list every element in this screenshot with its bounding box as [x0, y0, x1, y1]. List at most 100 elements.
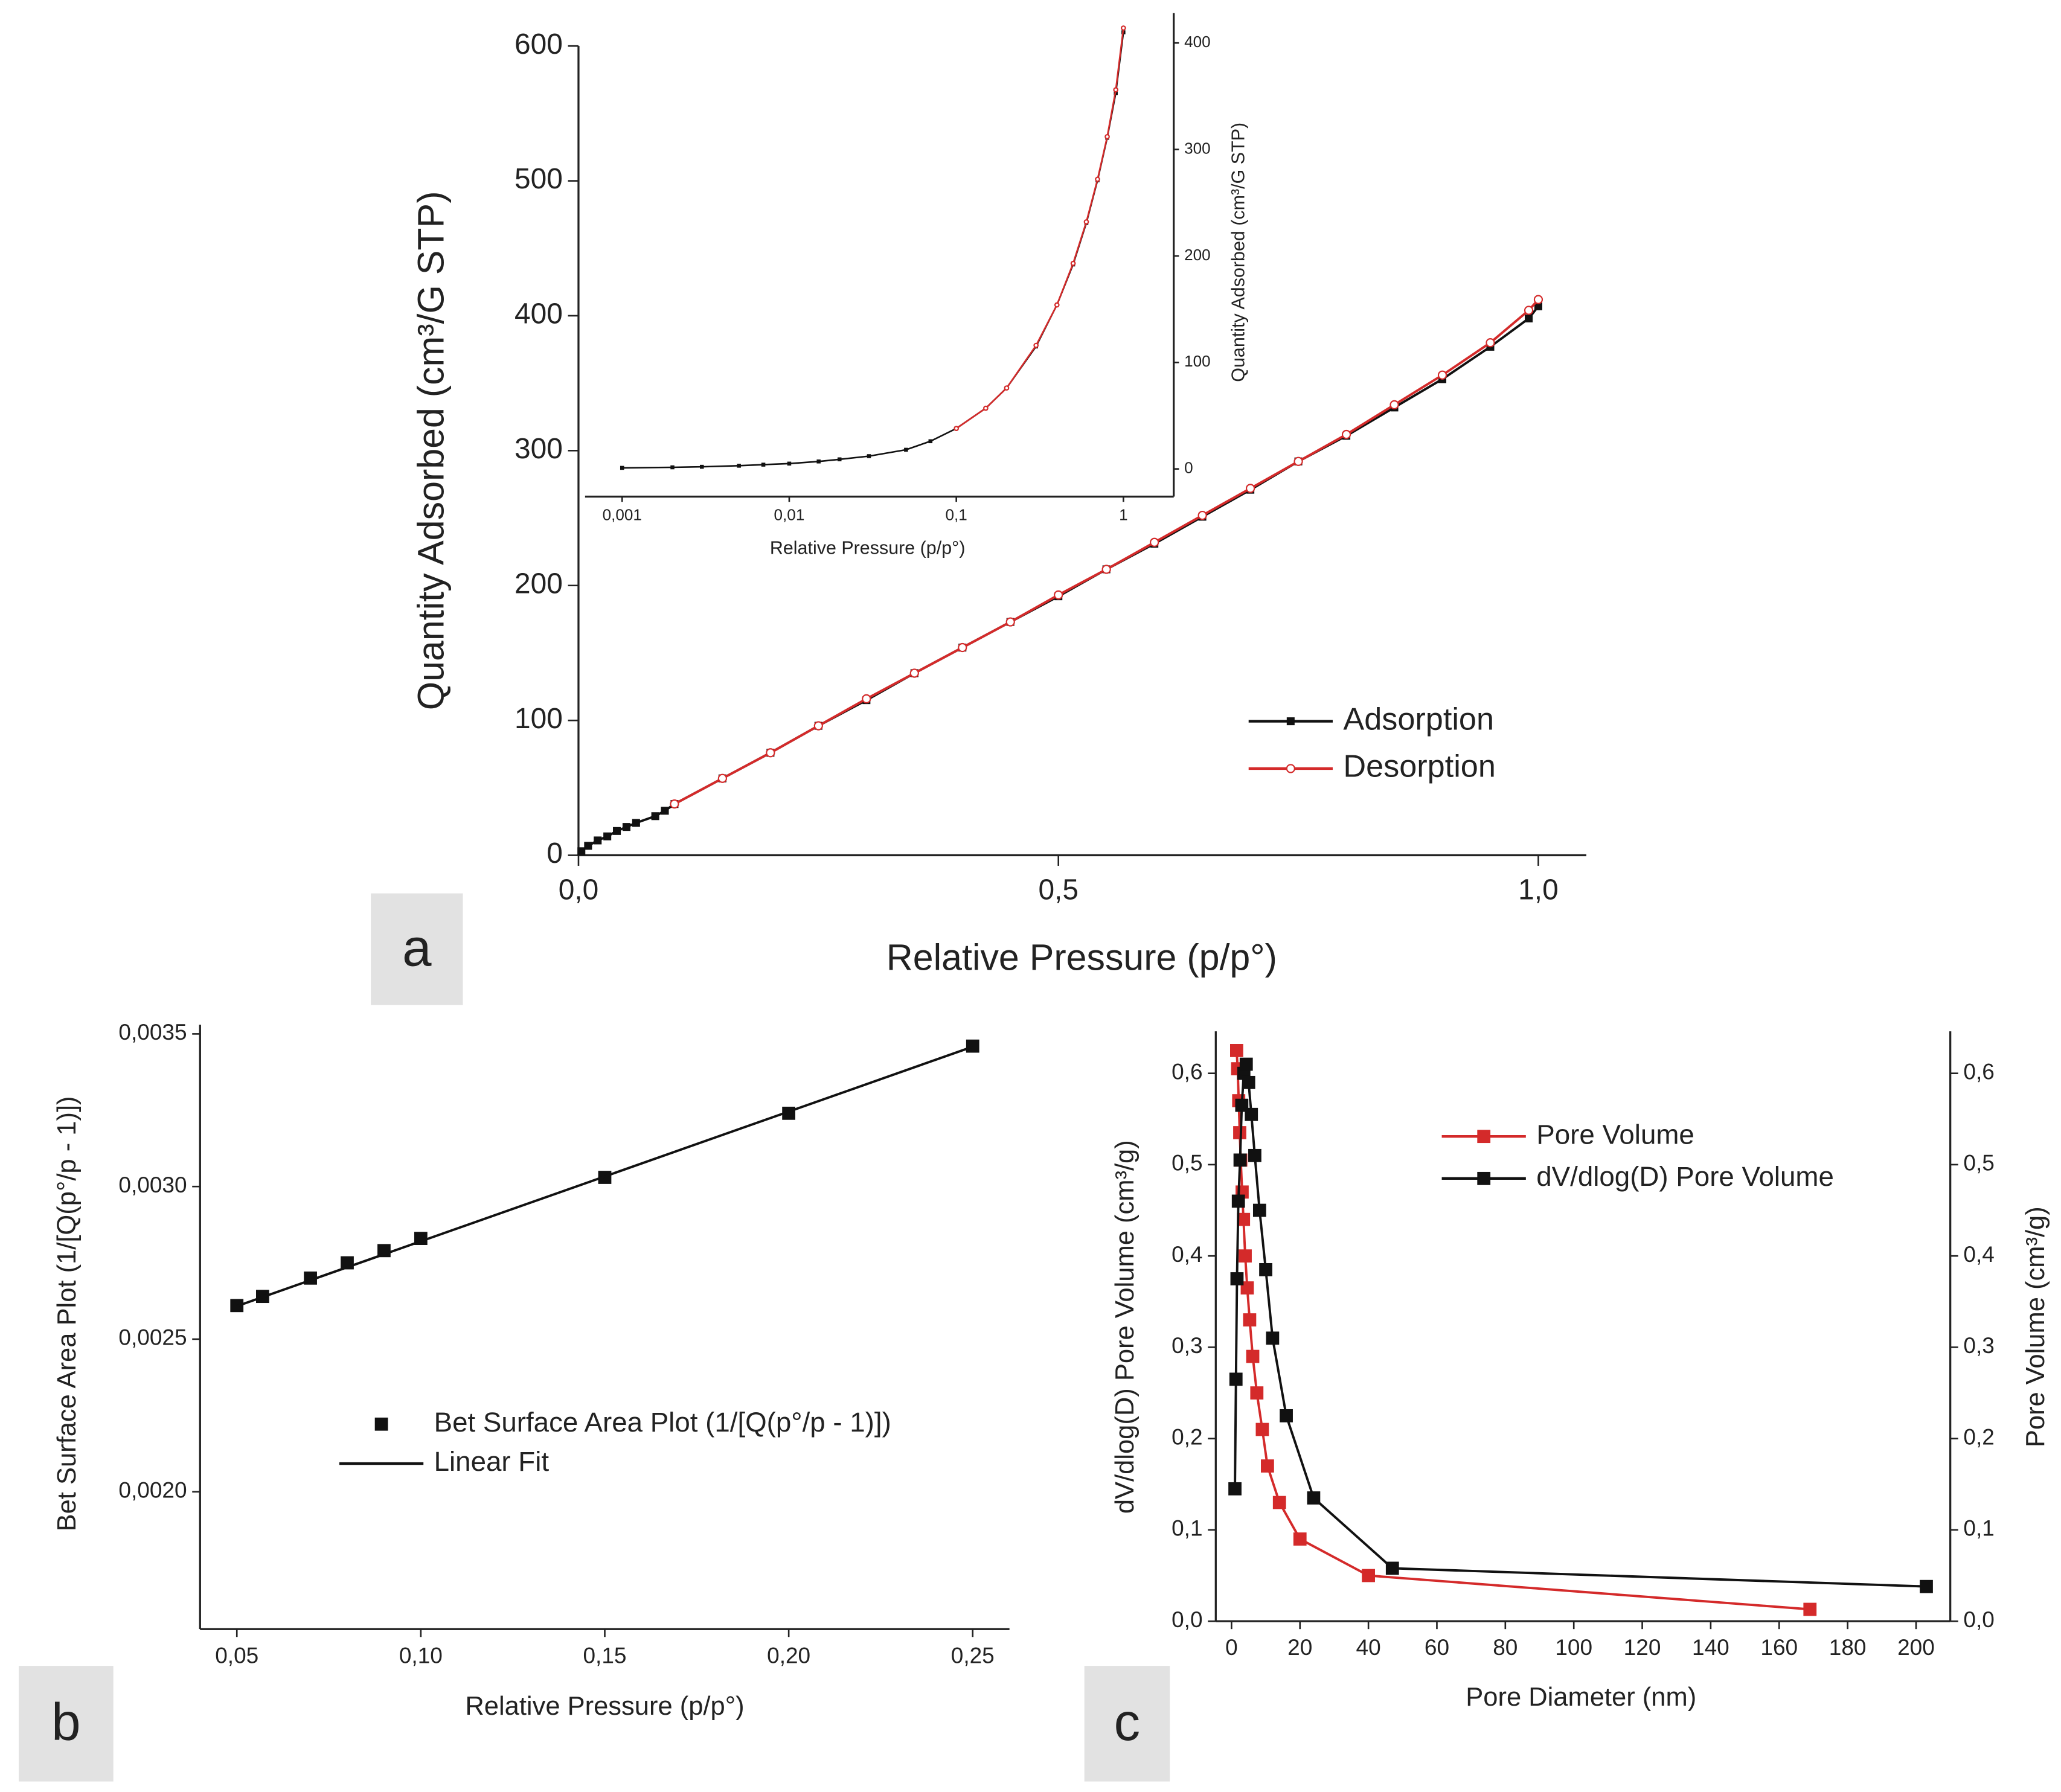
y-tick-label: 300: [514, 433, 563, 465]
marker: [1104, 134, 1110, 139]
marker: [1920, 1579, 1933, 1593]
y-tick-label: 500: [514, 163, 563, 195]
marker: [1054, 590, 1063, 600]
marker: [813, 721, 823, 731]
marker: [1389, 400, 1399, 410]
marker: [1233, 1153, 1247, 1167]
x-tick-label: 0,0: [559, 874, 599, 906]
marker: [1150, 537, 1159, 547]
marker: [904, 447, 908, 452]
marker: [1280, 1409, 1293, 1422]
marker: [928, 439, 933, 444]
x-tick-label: 40: [1356, 1635, 1381, 1660]
x-tick-label: 140: [1692, 1635, 1729, 1660]
marker: [1248, 1148, 1261, 1162]
legend-marker: [1286, 717, 1295, 726]
x-tick-label: 0,001: [603, 506, 642, 524]
marker: [670, 799, 679, 809]
marker: [632, 819, 640, 827]
x-tick-label: 180: [1829, 1635, 1867, 1660]
marker: [651, 812, 659, 821]
marker: [1033, 342, 1039, 348]
marker: [603, 832, 612, 840]
marker: [954, 426, 960, 431]
y-tick-label: 0,0: [1963, 1607, 1994, 1632]
marker: [1293, 456, 1303, 466]
marker: [1437, 370, 1447, 380]
x-tick-label: 120: [1624, 1635, 1661, 1660]
x-tick-label: 200: [1897, 1635, 1935, 1660]
legend-marker: [1477, 1130, 1491, 1144]
x-tick-label: 160: [1760, 1635, 1798, 1660]
marker: [1113, 87, 1119, 93]
legend-label: Adsorption: [1343, 702, 1494, 737]
x-tick-label: 0,01: [774, 506, 805, 524]
x-tick-label: 20: [1287, 1635, 1312, 1660]
marker: [1486, 338, 1495, 348]
y-tick-label: 0,4: [1963, 1242, 1994, 1267]
y-tick-label: 0,3: [1963, 1333, 1994, 1358]
legend-label: Bet Surface Area Plot (1/[Q(p°/p - 1)]): [434, 1407, 891, 1438]
marker: [1245, 1107, 1258, 1121]
x-tick-label: 0,10: [399, 1643, 443, 1668]
marker: [1197, 510, 1207, 520]
panel-label: b: [51, 1693, 80, 1752]
marker: [1054, 302, 1060, 308]
marker: [1534, 302, 1542, 310]
marker: [1259, 1262, 1272, 1276]
x-tick-label: 80: [1493, 1635, 1518, 1660]
series-line: [955, 28, 1124, 429]
marker: [1293, 1532, 1307, 1546]
marker: [966, 1039, 979, 1053]
y-tick-label: 0,0025: [118, 1325, 187, 1350]
marker: [1231, 1194, 1245, 1208]
legend-label: Linear Fit: [434, 1446, 550, 1477]
y-tick-label: 300: [1184, 139, 1211, 157]
marker: [909, 668, 919, 678]
marker: [1261, 1459, 1274, 1473]
y-axis-label: dV/dlog(D) Pore Volume (cm³/g): [1111, 1140, 1139, 1514]
marker: [1101, 565, 1111, 574]
marker: [761, 462, 766, 467]
marker: [1230, 1044, 1243, 1057]
y-axis-label: Quantity Adsorbed (cm³/G STP): [1228, 123, 1249, 382]
y-axis-label: Bet Surface Area Plot (1/[Q(p°/p - 1)]): [53, 1096, 82, 1531]
panel-label-box: [19, 1666, 114, 1782]
marker: [1237, 1212, 1251, 1226]
legend-marker: [374, 1417, 388, 1431]
y-tick-label: 0: [547, 837, 563, 869]
x-axis-label: Relative Pressure (p/p°): [465, 1692, 744, 1721]
marker: [1246, 1349, 1260, 1363]
marker: [867, 454, 871, 458]
y-tick-label: 0,0035: [118, 1020, 187, 1045]
legend-label: Pore Volume: [1536, 1119, 1694, 1150]
marker: [1341, 429, 1351, 440]
x-tick-label: 0,15: [583, 1643, 626, 1668]
marker: [622, 823, 630, 831]
marker: [577, 847, 586, 856]
panel-label: a: [402, 918, 432, 977]
marker: [620, 466, 624, 470]
marker: [1239, 1249, 1252, 1263]
series-line: [1234, 1064, 1927, 1588]
y-tick-label: 0,0030: [118, 1173, 187, 1197]
y-tick-label: 0,5: [1172, 1151, 1202, 1176]
legend-label: Desorption: [1343, 749, 1496, 784]
y-tick-label: 0,0020: [118, 1477, 187, 1502]
marker: [1524, 306, 1534, 315]
marker: [700, 464, 704, 469]
y-tick-label: 0,6: [1963, 1059, 1994, 1084]
panel-label: c: [1114, 1693, 1141, 1752]
y-tick-label: 0,5: [1963, 1151, 1994, 1176]
marker: [816, 459, 821, 464]
y-tick-label: 200: [514, 568, 563, 600]
x-tick-label: 0,25: [951, 1643, 995, 1668]
x-tick-label: 100: [1555, 1635, 1592, 1660]
series-line: [622, 32, 1124, 469]
y-tick-label: 400: [514, 298, 563, 330]
y-tick-label: 100: [514, 703, 563, 735]
x-tick-label: 60: [1425, 1635, 1449, 1660]
y2-axis-label: Pore Volume (cm³/g): [2021, 1206, 2050, 1447]
marker: [1307, 1491, 1321, 1505]
